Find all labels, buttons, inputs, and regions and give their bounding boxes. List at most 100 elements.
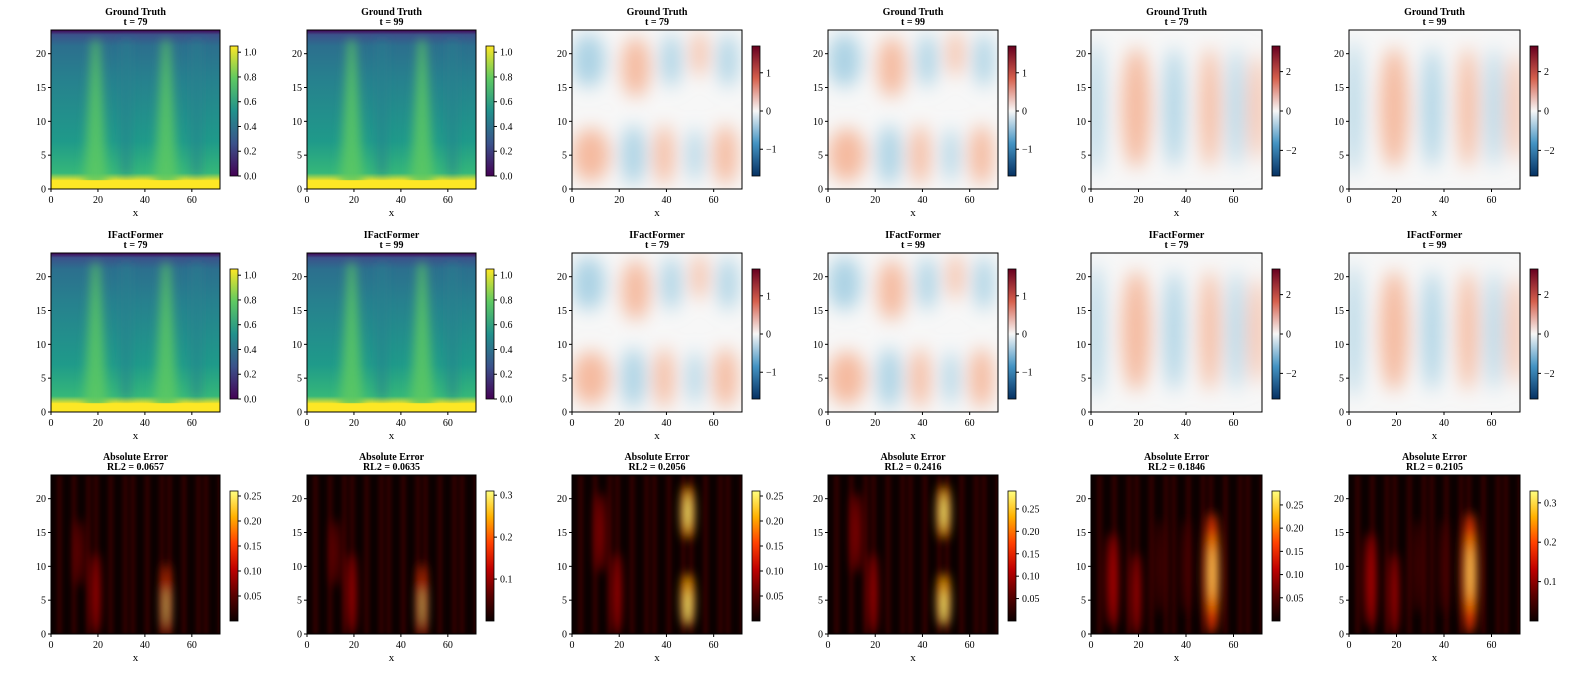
colorbar-tick-label: 0.0: [500, 395, 513, 406]
x-tick-label: 40: [917, 195, 927, 206]
y-tick-label: 15: [36, 306, 46, 317]
panel-title: Ground Truth: [105, 7, 166, 18]
colorbar-tick-label: 1: [1022, 68, 1027, 79]
x-tick-label: 40: [661, 195, 671, 206]
y-tick-label: 0: [818, 185, 823, 196]
plot-frame: [50, 252, 221, 413]
plot-frame: [571, 252, 743, 413]
colorbar-tick-label: 0.1: [1544, 577, 1557, 588]
x-tick-label: 40: [396, 195, 406, 206]
colorbar-tick-label: 0.15: [244, 542, 262, 553]
x-tick-label: 60: [1229, 195, 1239, 206]
x-tick-label: 0: [1347, 418, 1352, 429]
panel-subtitle: t = 99: [1422, 17, 1446, 28]
colorbar-tick-label: 1: [766, 291, 771, 302]
panel-title: Absolute Error: [624, 452, 690, 463]
y-tick-label: 10: [1334, 117, 1344, 128]
x-axis-label: x: [654, 207, 660, 219]
x-axis-label: x: [133, 207, 139, 219]
x-tick-label: 40: [917, 418, 927, 429]
plot-frame: [1090, 29, 1263, 190]
y-tick-label: 20: [1076, 494, 1086, 505]
panel-subtitle: t = 79: [1164, 240, 1188, 251]
y-tick-label: 5: [297, 596, 302, 607]
x-tick-label: 0: [1347, 640, 1352, 651]
y-tick-label: 15: [1076, 528, 1086, 539]
panel-title: Absolute Error: [1402, 452, 1468, 463]
panel-subtitle: t = 99: [379, 240, 403, 251]
colorbar-tick-label: 0.20: [1286, 524, 1304, 535]
y-tick-label: 5: [1339, 596, 1344, 607]
colorbar-tick-label: 0.25: [766, 492, 784, 503]
colorbar-tick-label: 0.6: [244, 97, 257, 108]
y-tick-label: 10: [1334, 562, 1344, 573]
panel-subtitle: RL2 = 0.2416: [884, 462, 941, 473]
y-tick-label: 10: [292, 562, 302, 573]
y-tick-label: 10: [557, 562, 567, 573]
colorbar-tick-label: 1.0: [244, 48, 257, 59]
y-tick-label: 20: [557, 49, 567, 60]
y-tick-label: 0: [1081, 408, 1086, 419]
x-tick-label: 60: [1487, 195, 1497, 206]
colorbar-tick-label: 0.1: [500, 575, 513, 586]
x-axis-label: x: [910, 430, 916, 442]
colorbar-tick-label: 0.8: [500, 72, 513, 83]
plot-frame: [1348, 252, 1521, 413]
y-tick-label: 10: [557, 340, 567, 351]
plot-frame: [1090, 474, 1263, 635]
x-axis-label: x: [910, 652, 916, 664]
colorbar-tick-label: 0.2: [500, 533, 513, 544]
x-axis-label: x: [1432, 430, 1438, 442]
x-tick-label: 0: [49, 640, 54, 651]
y-tick-label: 5: [297, 374, 302, 385]
x-axis-label: x: [389, 207, 395, 219]
colorbar: [751, 490, 761, 622]
y-tick-label: 15: [813, 528, 823, 539]
x-tick-label: 20: [1134, 418, 1144, 429]
panel-title: IFactFormer: [885, 230, 941, 241]
panel-title: Absolute Error: [359, 452, 425, 463]
plot-frame: [50, 29, 221, 190]
x-tick-label: 60: [443, 418, 453, 429]
colorbar-tick-label: 0.0: [500, 172, 513, 183]
x-tick-label: 40: [1181, 640, 1191, 651]
y-tick-label: 5: [297, 151, 302, 162]
colorbar: [1271, 45, 1281, 177]
colorbar: [485, 268, 495, 400]
panel-title: Ground Truth: [361, 7, 422, 18]
colorbar: [485, 490, 495, 622]
panel-title: IFactFormer: [364, 230, 420, 241]
colorbar-tick-label: 0.6: [244, 320, 257, 331]
colorbar-tick-label: 0.15: [1286, 547, 1304, 558]
panel-title: Ground Truth: [1404, 7, 1465, 18]
colorbar-tick-label: 2: [1544, 67, 1549, 78]
x-tick-label: 20: [1392, 418, 1402, 429]
colorbar: [1529, 45, 1539, 177]
y-tick-label: 20: [813, 49, 823, 60]
colorbar-tick-label: 0: [766, 330, 771, 341]
x-tick-label: 60: [1487, 418, 1497, 429]
colorbar-tick-label: −1: [1022, 145, 1033, 156]
panel-title: Absolute Error: [103, 452, 169, 463]
x-axis-label: x: [1174, 430, 1180, 442]
x-axis-label: x: [1432, 652, 1438, 664]
y-tick-label: 15: [557, 306, 567, 317]
heatmap-field: [572, 30, 742, 189]
heatmap-field: [828, 475, 998, 634]
heatmap-field: [1349, 475, 1520, 634]
plot-frame: [571, 29, 743, 190]
y-tick-label: 0: [41, 630, 46, 641]
y-tick-label: 20: [1334, 494, 1344, 505]
colorbar-tick-label: −1: [766, 368, 777, 379]
plot-frame: [306, 29, 477, 190]
panel-subtitle: t = 79: [123, 240, 147, 251]
y-tick-label: 5: [562, 374, 567, 385]
y-tick-label: 10: [1076, 117, 1086, 128]
y-tick-label: 10: [813, 340, 823, 351]
plot-frame: [1348, 474, 1521, 635]
x-tick-label: 60: [1487, 640, 1497, 651]
